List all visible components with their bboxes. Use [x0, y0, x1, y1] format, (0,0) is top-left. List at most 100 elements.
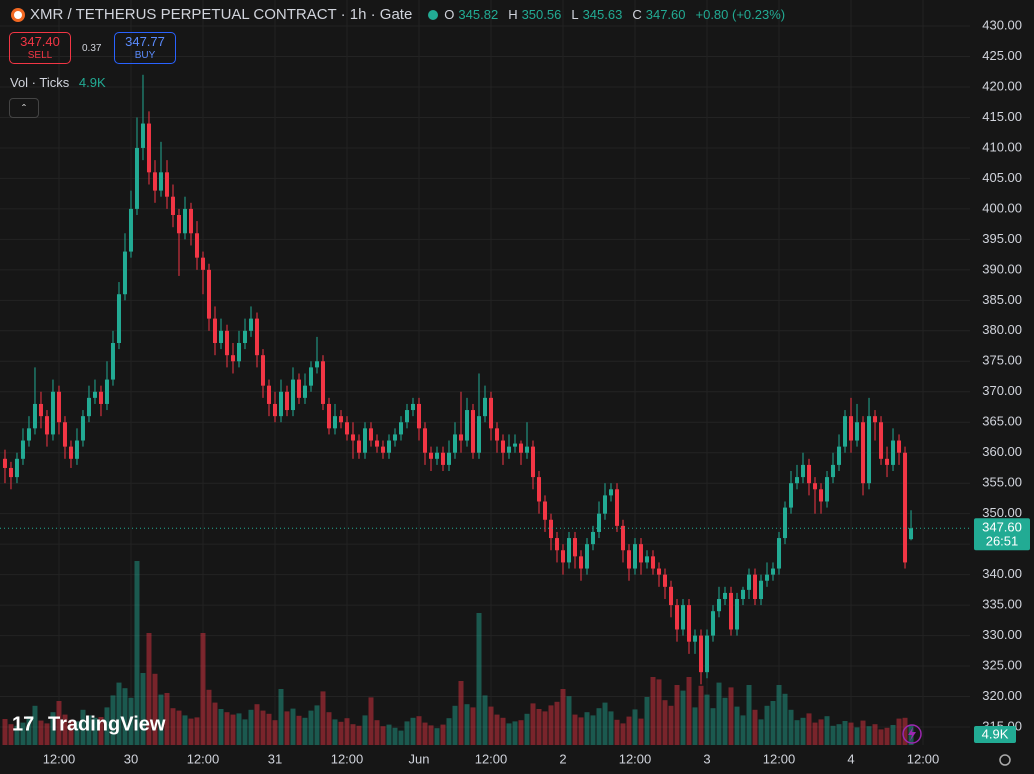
volume-bar — [368, 697, 374, 745]
volume-bar — [374, 720, 380, 745]
candle-body — [693, 635, 698, 642]
volume-bar — [524, 713, 530, 745]
y-tick-label: 355.00 — [982, 475, 1022, 490]
y-tick-label: 360.00 — [982, 444, 1022, 459]
y-tick-label: 430.00 — [982, 17, 1022, 32]
volume-bar — [710, 708, 716, 745]
y-tick-label: 365.00 — [982, 414, 1022, 429]
candle-body — [519, 443, 524, 453]
candle-body — [158, 172, 163, 191]
volume-bar — [218, 709, 224, 745]
candle-body — [80, 416, 85, 441]
candle-body — [458, 434, 463, 441]
candle-body — [813, 483, 818, 490]
volume-bar — [602, 702, 608, 745]
volume-bar — [482, 695, 488, 745]
candle-body — [68, 446, 73, 459]
volume-bar — [200, 633, 206, 745]
candle-body — [128, 208, 133, 252]
x-tick-label: 12:00 — [187, 751, 220, 766]
volume-bar — [350, 724, 356, 745]
volume-bar — [536, 709, 542, 745]
volume-bar — [806, 713, 812, 745]
buy-button[interactable]: 347.77 BUY — [114, 32, 176, 64]
candle-body — [116, 294, 121, 343]
volume-bar — [296, 715, 302, 745]
candle-body — [795, 477, 800, 484]
candle-body — [651, 556, 656, 569]
candle-body — [657, 568, 662, 575]
volume-last-label: 4.9K — [982, 726, 1009, 741]
candle-body — [597, 513, 602, 532]
candle-body — [98, 391, 103, 404]
candle-body — [260, 355, 265, 386]
candle-body — [218, 330, 223, 343]
candle-body — [452, 434, 457, 453]
volume-bar — [32, 705, 38, 745]
candle-body — [837, 446, 842, 465]
volume-bar — [290, 708, 296, 745]
volume-bar — [2, 719, 8, 745]
volume-bar — [434, 728, 440, 745]
candle-body — [531, 446, 536, 478]
volume-bar — [728, 687, 734, 745]
collapse-button[interactable]: ˆ — [9, 98, 39, 118]
volume-bar — [110, 695, 116, 745]
volume-name: Vol · Ticks — [10, 75, 70, 90]
candle-body — [14, 458, 19, 478]
volume-last: 4.9K — [78, 75, 106, 90]
y-tick-label: 425.00 — [982, 48, 1022, 63]
candle-body — [699, 635, 704, 673]
ohlc-value: 345.63 — [582, 7, 623, 22]
candle-body — [825, 477, 830, 502]
volume-bar — [908, 725, 914, 745]
volume-bar — [638, 718, 644, 745]
candle-body — [525, 446, 530, 453]
candle-body — [681, 605, 686, 630]
volume-bar — [320, 691, 326, 745]
ohlc-letter: L — [571, 7, 579, 22]
candle-body — [909, 528, 914, 540]
candle-body — [410, 403, 415, 411]
candle-body — [543, 501, 548, 520]
candle-body — [903, 452, 908, 563]
candle-body — [711, 611, 716, 636]
volume-label-box — [974, 726, 1016, 743]
candle-body — [146, 123, 151, 173]
volume-bar — [62, 714, 68, 745]
y-tick-label: 380.00 — [982, 322, 1022, 337]
candle-body — [891, 440, 896, 465]
candle-body — [687, 605, 692, 642]
candle-body — [669, 586, 674, 606]
y-tick-label: 405.00 — [982, 170, 1022, 185]
candle-body — [62, 422, 67, 447]
candle-body — [483, 397, 487, 417]
candle-body — [248, 318, 253, 331]
volume-bar — [248, 709, 254, 745]
volume-bar — [284, 711, 290, 745]
candle-body — [573, 538, 578, 557]
candle-body — [621, 525, 626, 551]
symbol-title: XMR / TETHERUS PERPETUAL CONTRACT · 1h ·… — [30, 6, 413, 23]
volume-bar — [176, 710, 182, 745]
spread: 0.37 — [82, 43, 102, 54]
volume-bar — [392, 727, 398, 745]
sell-label: SELL — [27, 50, 53, 61]
volume-bar — [572, 714, 578, 745]
candle-body — [861, 422, 866, 484]
volume-bar — [626, 716, 632, 745]
volume-bar — [752, 709, 758, 745]
volume-bar — [740, 715, 746, 745]
sell-button[interactable]: 347.40 SELL — [9, 32, 71, 64]
candle-body — [873, 416, 878, 423]
candle-body — [86, 397, 91, 417]
y-tick-label: 390.00 — [982, 261, 1022, 276]
candle-body — [831, 464, 836, 478]
candle-body — [56, 391, 61, 423]
candle-body — [771, 568, 776, 575]
volume-bar — [800, 717, 806, 745]
volume-bar — [608, 711, 614, 745]
x-tick-label: Jun — [409, 751, 430, 766]
lightning-icon[interactable] — [902, 724, 922, 744]
settings-icon[interactable] — [999, 754, 1011, 766]
